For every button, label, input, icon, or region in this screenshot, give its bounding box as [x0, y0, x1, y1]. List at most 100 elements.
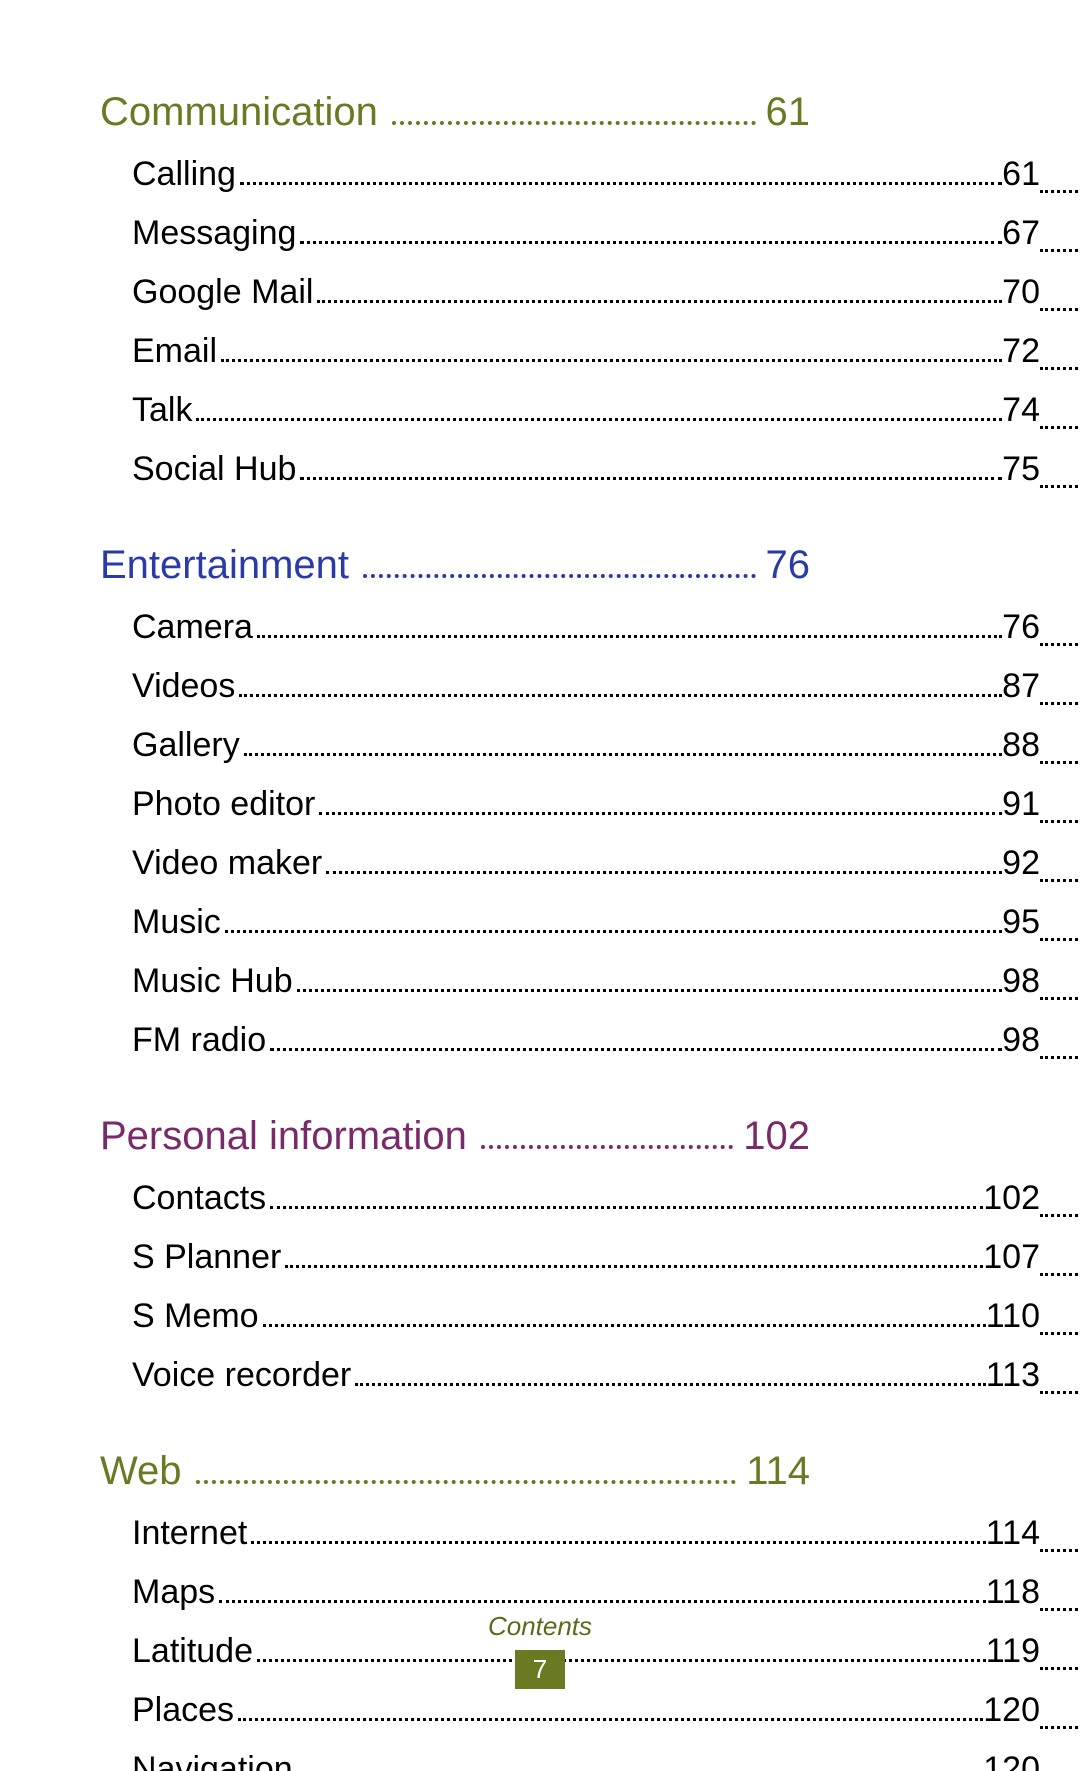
toc-item-label: Calling [132, 149, 236, 200]
toc-item-row[interactable]: Calling 61 [132, 149, 1040, 200]
toc-leader [317, 300, 1002, 303]
toc-item-row[interactable]: FM radio 98 [132, 1015, 1040, 1066]
toc-item-row[interactable]: Places 120 [132, 1685, 1040, 1736]
toc-leader [363, 574, 755, 578]
toc-leader [239, 694, 1002, 697]
toc-item-row[interactable]: Videos 87 [132, 661, 1040, 712]
toc-leader [263, 1324, 986, 1327]
toc-item-label: Messaging [132, 208, 296, 259]
toc-section-row[interactable]: Personal information102 [100, 1114, 1040, 1159]
toc-section-title: Communication [100, 90, 378, 135]
toc-item-label: Talk [132, 385, 192, 436]
toc-section-row[interactable]: Web 114 [100, 1449, 1040, 1494]
toc-item-label: Voice recorder [132, 1350, 351, 1401]
toc-section-row[interactable]: Communication 61 [100, 90, 1040, 135]
toc-item-label: Music Hub [132, 956, 293, 1007]
toc-leader [240, 182, 1002, 185]
toc-item-label: Internet [132, 1508, 247, 1559]
toc-item-page: 113 [986, 1350, 1040, 1401]
toc-item-label: S Memo [132, 1291, 259, 1342]
toc-item-page: 67 [1002, 208, 1040, 259]
toc-item-label: Camera [132, 602, 253, 653]
toc-item-label: Gallery [132, 720, 240, 771]
toc-leader [238, 1718, 983, 1721]
toc-leader [196, 1480, 737, 1484]
toc-item-label: FM radio [132, 1015, 266, 1066]
toc-item-page: 98 [1002, 1015, 1040, 1066]
toc-item-label: Music [132, 897, 221, 948]
footer-page-number: 7 [515, 1650, 565, 1689]
toc-leader [481, 1145, 733, 1149]
toc-leader [221, 359, 1002, 362]
toc-leader [257, 635, 1002, 638]
toc-item-row[interactable]: Gallery 88 [132, 720, 1040, 771]
footer-section-label: Contents [0, 1611, 1080, 1642]
toc-leader [355, 1383, 986, 1386]
toc-leader [392, 121, 756, 125]
toc-item-label: Videos [132, 661, 235, 712]
toc-item-row[interactable]: Internet 114 [132, 1508, 1040, 1559]
toc-item-page: 92 [1002, 838, 1040, 889]
toc-item-page: 120 [983, 1685, 1040, 1736]
toc-item-page: 91 [1002, 779, 1040, 830]
toc-item-page: 74 [1002, 385, 1040, 436]
toc-item-page: 88 [1002, 720, 1040, 771]
toc-leader [225, 930, 1002, 933]
toc-item-row[interactable]: Music95 [132, 897, 1040, 948]
toc-section-row[interactable]: Entertainment 76 [100, 543, 1040, 588]
toc-item-label: Navigation [132, 1744, 293, 1771]
toc-item-row[interactable]: S Memo 110 [132, 1291, 1040, 1342]
toc-leader [270, 1048, 1002, 1051]
toc-leader [297, 989, 1003, 992]
toc-leader [285, 1265, 983, 1268]
toc-leader [319, 812, 1002, 815]
toc-item-page: 110 [986, 1291, 1040, 1342]
toc-item-page: 114 [986, 1508, 1040, 1559]
toc-item-row[interactable]: Video maker92 [132, 838, 1040, 889]
toc-item-row[interactable]: Photo editor 91 [132, 779, 1040, 830]
toc-item-label: Google Mail [132, 267, 313, 318]
toc-item-label: Social Hub [132, 444, 296, 495]
toc-item-row[interactable]: Music Hub 98 [132, 956, 1040, 1007]
table-of-contents: Communication 61 Calling 61 Messaging 67 Googl… [100, 90, 1040, 1771]
toc-section-title: Web [100, 1449, 182, 1494]
toc-item-page: 120 [983, 1744, 1040, 1771]
toc-item-label: Email [132, 326, 217, 377]
toc-leader [326, 871, 1002, 874]
toc-item-page: 87 [1002, 661, 1040, 712]
toc-item-row[interactable]: Messaging 67 [132, 208, 1040, 259]
toc-item-label: Contacts [132, 1173, 266, 1224]
toc-item-label: S Planner [132, 1232, 281, 1283]
toc-item-row[interactable]: Social Hub75 [132, 444, 1040, 495]
toc-item-row[interactable]: Email 72 [132, 326, 1040, 377]
toc-item-page: 102 [983, 1173, 1040, 1224]
page-footer: Contents 7 [0, 1611, 1080, 1689]
toc-leader [270, 1206, 983, 1209]
toc-section-title: Entertainment [100, 543, 349, 588]
toc-item-row[interactable]: Navigation 120 [132, 1744, 1040, 1771]
toc-leader [244, 753, 1002, 756]
toc-item-row[interactable]: Camera 76 [132, 602, 1040, 653]
toc-item-page: 72 [1002, 326, 1040, 377]
toc-leader [196, 418, 1002, 421]
toc-item-label: Photo editor [132, 779, 315, 830]
toc-item-page: 76 [1002, 602, 1040, 653]
toc-item-row[interactable]: Talk 74 [132, 385, 1040, 436]
toc-item-page: 70 [1002, 267, 1040, 318]
toc-section-page: 114 [746, 1449, 1040, 1494]
toc-item-page: 61 [1002, 149, 1040, 200]
toc-section-page: 76 [766, 543, 1041, 588]
toc-item-label: Places [132, 1685, 234, 1736]
toc-leader [300, 477, 1002, 480]
toc-section-title: Personal information [100, 1114, 467, 1159]
toc-leader [219, 1600, 986, 1603]
toc-item-page: 98 [1002, 956, 1040, 1007]
toc-item-row[interactable]: Voice recorder 113 [132, 1350, 1040, 1401]
toc-item-page: 107 [983, 1232, 1040, 1283]
toc-item-row[interactable]: S Planner 107 [132, 1232, 1040, 1283]
toc-item-row[interactable]: Contacts 102 [132, 1173, 1040, 1224]
toc-section-page: 61 [766, 90, 1041, 135]
toc-item-row[interactable]: Google Mail 70 [132, 267, 1040, 318]
toc-leader [300, 241, 1002, 244]
toc-leader [251, 1541, 985, 1544]
